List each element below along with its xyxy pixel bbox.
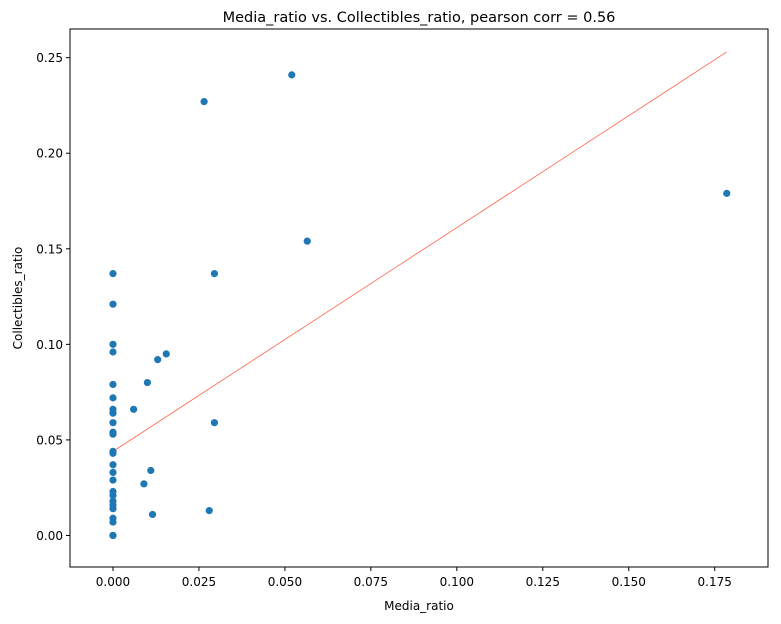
- data-point: [109, 300, 117, 308]
- data-point: [162, 350, 170, 358]
- data-point: [130, 405, 138, 413]
- plot-area: [69, 28, 769, 568]
- fit-line-layer: [112, 51, 727, 452]
- data-point: [109, 518, 117, 526]
- data-point: [109, 491, 117, 499]
- data-point: [109, 505, 117, 513]
- data-point: [210, 419, 219, 427]
- y-axis-ticks: 0.00 0.05 0.10 0.15 0.20 0.25: [36, 51, 70, 543]
- data-point: [200, 98, 208, 106]
- data-point: [154, 356, 162, 364]
- x-tick-label: 0.000: [96, 575, 130, 589]
- data-point: [109, 394, 117, 402]
- x-axis-ticks: 0.000 0.025 0.050 0.075 0.100 0.125 0.150 0.175: [96, 567, 732, 589]
- data-point: [109, 430, 117, 438]
- x-tick-label: 0.100: [440, 575, 474, 589]
- y-tick-label: 0.15: [36, 242, 63, 256]
- x-tick-label: 0.150: [612, 575, 646, 589]
- data-point: [109, 270, 117, 278]
- plot-frame: [69, 28, 769, 568]
- data-point: [148, 510, 157, 519]
- y-tick-label: 0.10: [36, 338, 63, 352]
- x-axis-label: Media_ratio: [384, 599, 454, 613]
- x-tick-label: 0.125: [526, 575, 560, 589]
- y-axis-label: Collectibles_ratio: [11, 247, 25, 350]
- points-layer: [109, 71, 731, 540]
- data-point: [140, 480, 148, 488]
- data-point: [109, 449, 117, 457]
- data-point: [109, 380, 117, 389]
- y-tick-label: 0.25: [36, 51, 63, 65]
- data-point: [109, 348, 117, 356]
- y-tick-label: 0.00: [36, 529, 63, 543]
- data-point: [723, 189, 731, 197]
- y-tick-label: 0.20: [36, 147, 63, 161]
- data-point: [109, 531, 117, 540]
- x-tick-label: 0.025: [182, 575, 216, 589]
- x-tick-label: 0.075: [354, 575, 388, 589]
- data-point: [109, 340, 117, 348]
- x-tick-label: 0.050: [268, 575, 302, 589]
- chart-title: Media_ratio vs. Collectibles_ratio, pear…: [223, 10, 616, 26]
- x-tick-label: 0.175: [698, 575, 732, 589]
- data-point: [109, 419, 117, 427]
- data-point: [109, 409, 117, 417]
- data-point: [143, 378, 151, 387]
- data-point: [109, 476, 117, 484]
- data-point: [205, 507, 213, 515]
- y-tick-label: 0.05: [36, 433, 63, 447]
- data-point: [147, 466, 155, 475]
- data-point: [288, 71, 296, 79]
- data-point: [210, 270, 219, 278]
- data-point: [109, 461, 117, 469]
- data-point: [303, 237, 311, 245]
- data-point: [109, 468, 117, 476]
- regression-line: [112, 51, 727, 452]
